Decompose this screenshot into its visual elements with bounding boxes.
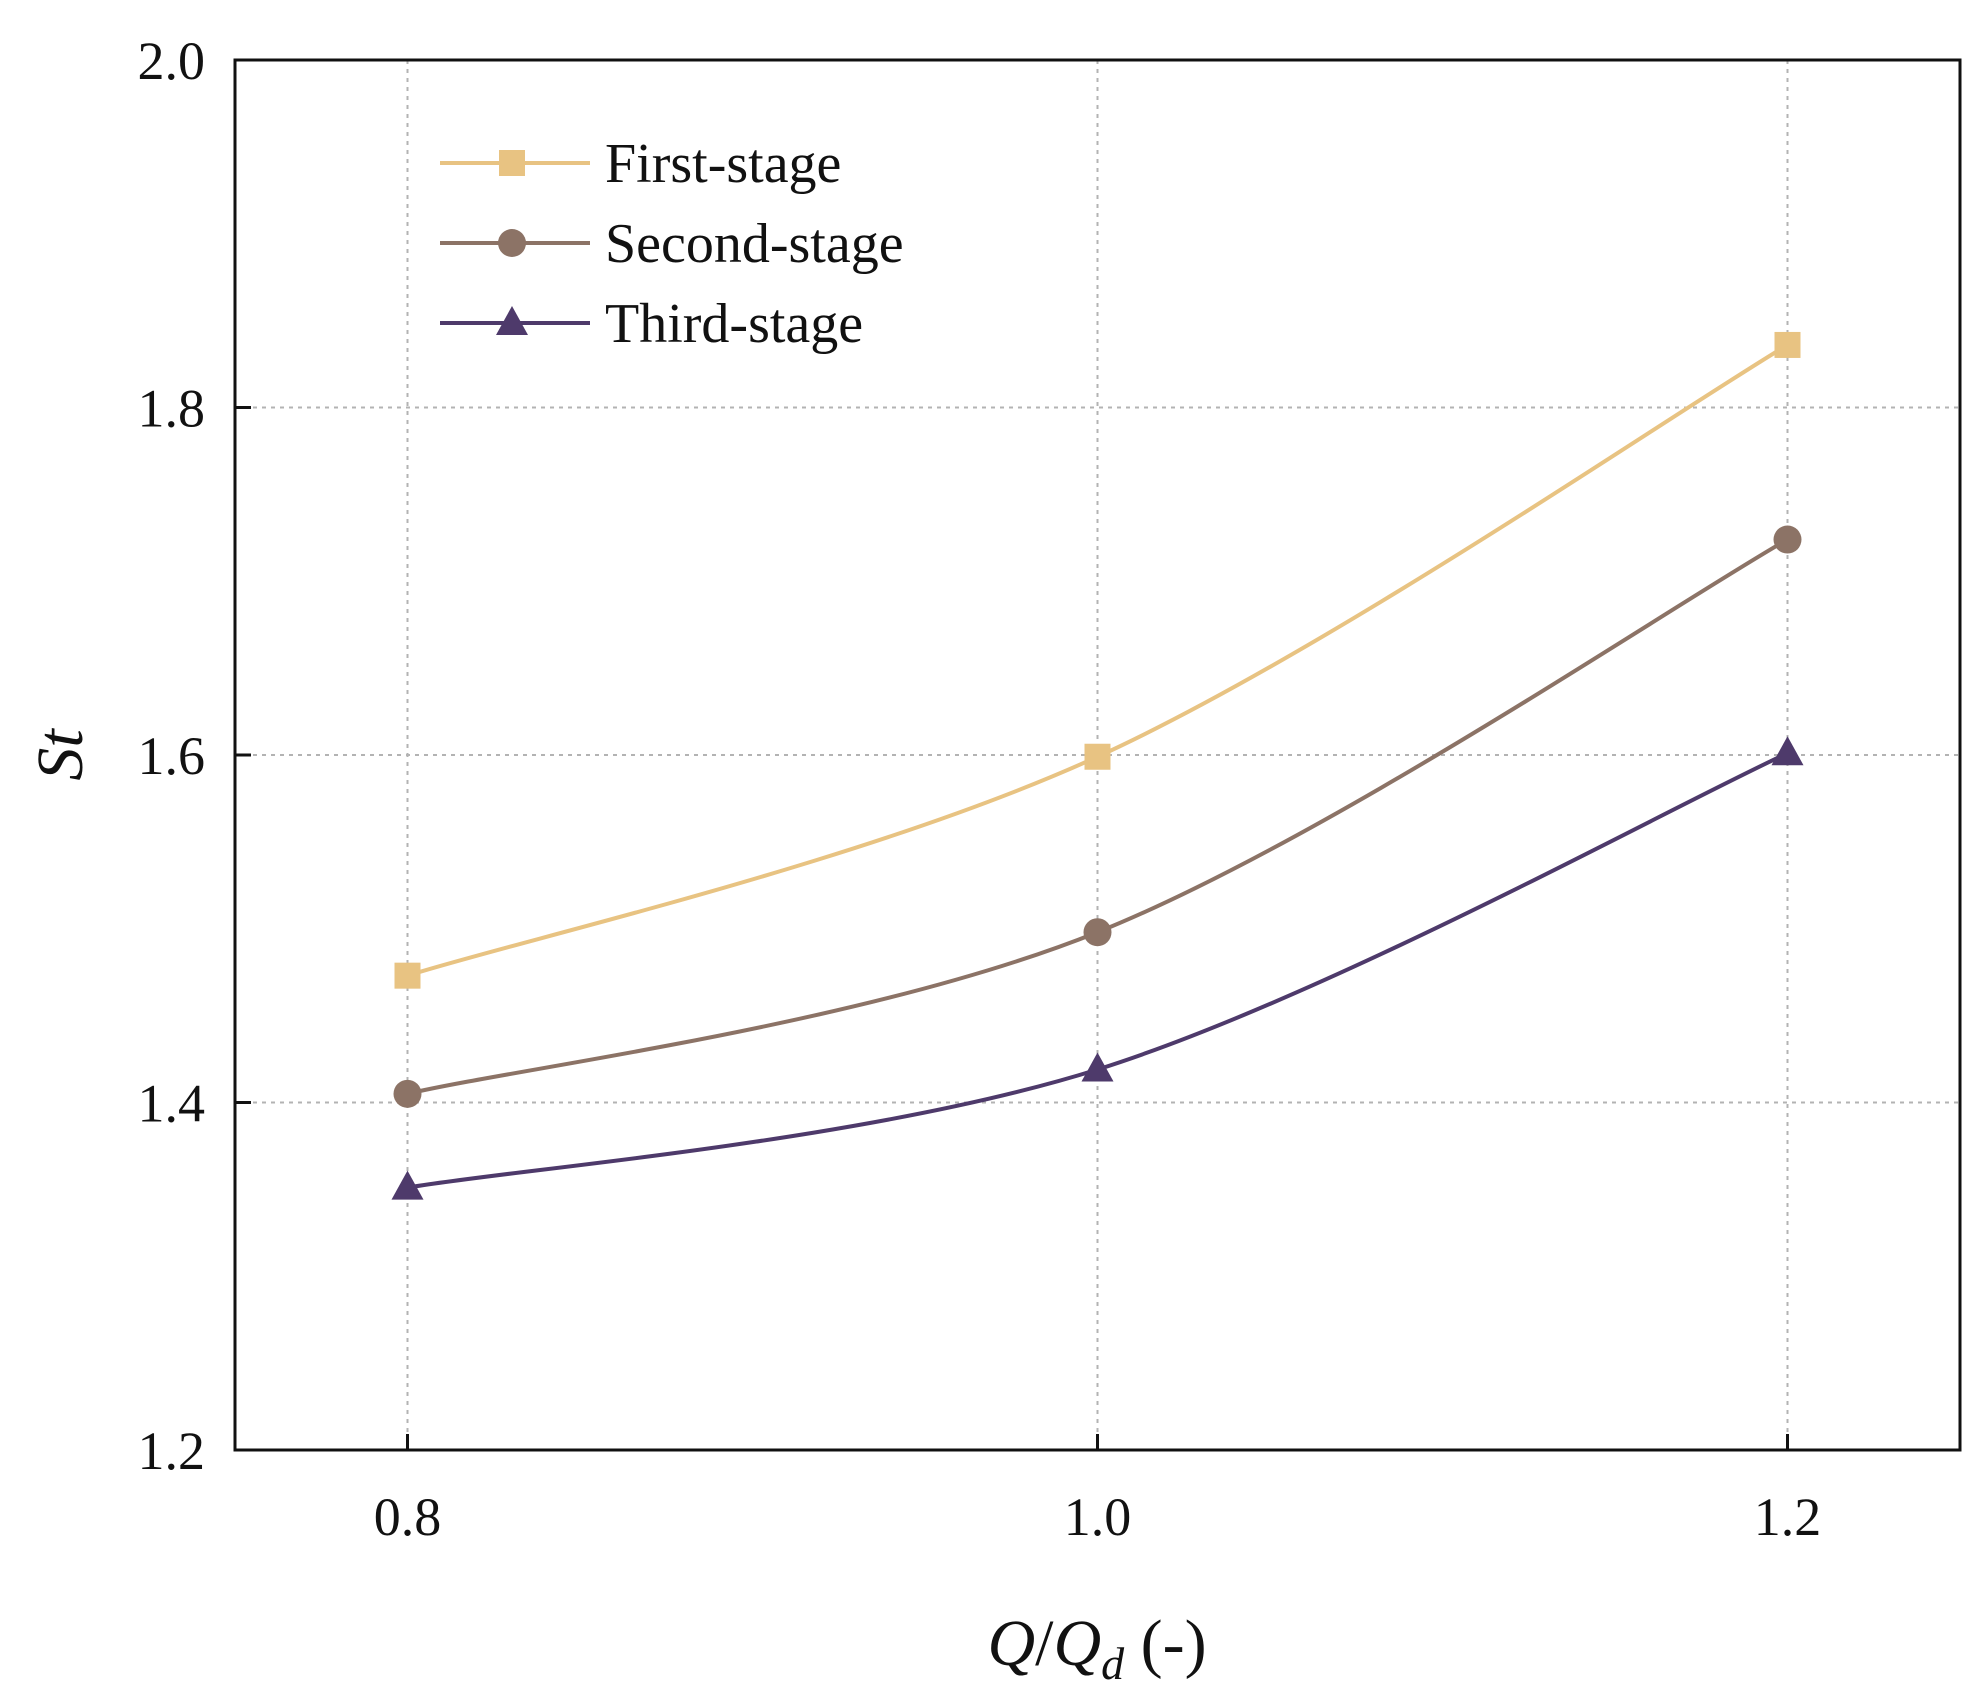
series-first-stage [394,331,1801,989]
data-point [1083,918,1112,947]
x-axis-title: Q/Qd (-) [987,1607,1206,1689]
data-point [1081,1052,1114,1082]
legend-label: First-stage [605,133,841,195]
data-point [1771,736,1804,766]
legend-marker [499,150,525,176]
y-tick-label: 1.2 [138,1421,206,1481]
legend: First-stage Second-stage Third-stage [440,133,904,355]
x-tick-label: 1.0 [1064,1487,1132,1547]
data-point [391,1170,424,1200]
legend-item: First-stage [440,133,841,195]
y-tick-label: 1.6 [138,726,206,786]
data-point [394,962,421,989]
legend-item: Second-stage [440,213,904,275]
series-layer [391,331,1804,1200]
legend-item: Third-stage [440,293,863,355]
data-point [393,1079,422,1108]
legend-label: Second-stage [605,213,904,275]
legend-marker [498,229,526,257]
data-point [1774,331,1801,358]
y-tick-label: 1.8 [138,379,206,439]
x-tick-label: 0.8 [374,1487,442,1547]
legend-marker [496,306,528,335]
data-point [1084,743,1111,770]
legend-label: Third-stage [605,293,863,355]
axis-ticks: 0.8 1.0 1.2 1.2 1.4 1.6 1.8 2.0 [138,31,1822,1547]
y-tick-label: 1.4 [138,1074,206,1134]
series-second-stage [393,525,1802,1108]
series-third-stage [391,736,1804,1200]
data-point [1773,525,1802,554]
y-tick-label: 2.0 [138,31,206,91]
y-axis-title: St [24,728,97,781]
x-tick-label: 1.2 [1754,1487,1822,1547]
